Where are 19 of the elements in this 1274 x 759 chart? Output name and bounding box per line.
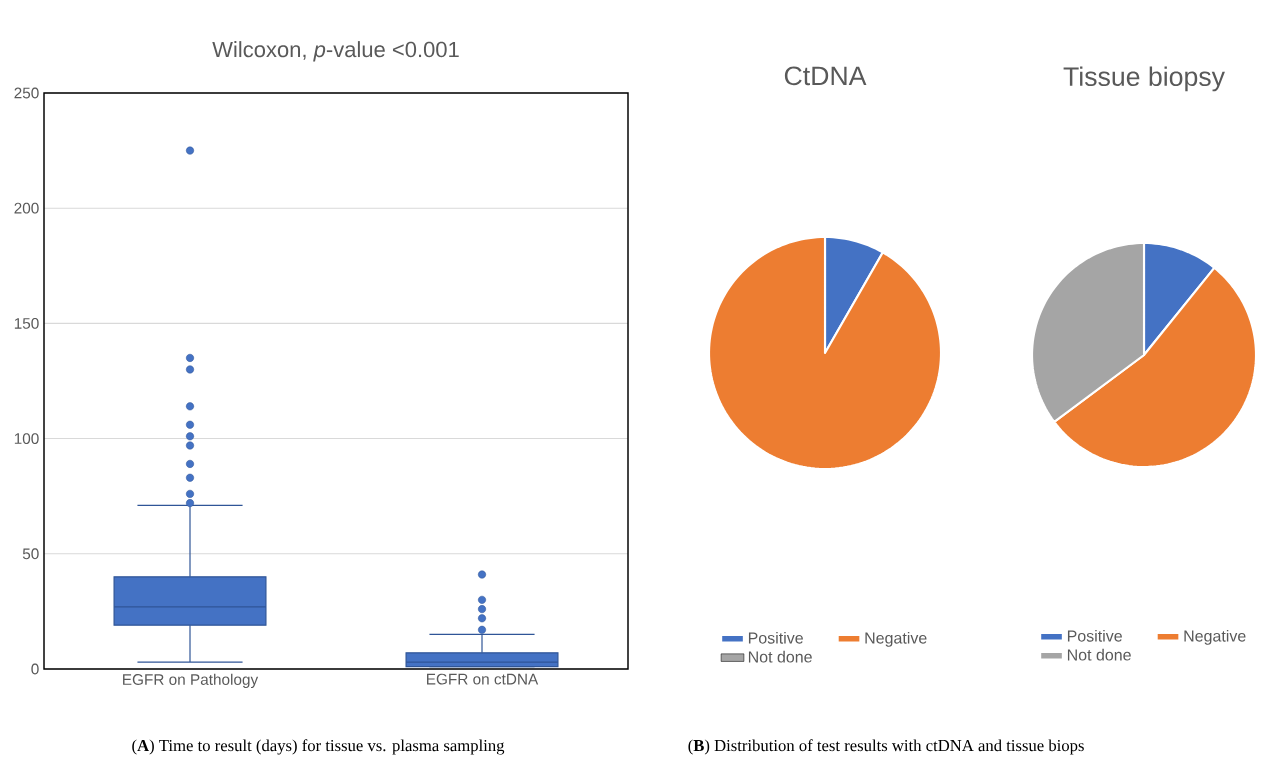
- y-tick-label: 50: [22, 548, 39, 560]
- x-tick-label: EGFR on ctDNA: [427, 673, 539, 685]
- legend-label: Negative: [865, 631, 927, 647]
- text: (A) Time to result (days) for tissue vs. plasma sampling: [132, 739, 505, 755]
- y-tick-label: 150: [14, 317, 39, 329]
- text: (B) Distribution of test results with ctDNA and tissue biops: [688, 739, 1084, 755]
- legend-label: Positive: [1067, 629, 1122, 642]
- chart-title: CtDNA: [784, 66, 867, 86]
- legend-label: Negative: [1184, 629, 1246, 645]
- legend-label: Not done: [1067, 648, 1131, 661]
- y-tick-label: 250: [14, 87, 39, 99]
- y-tick-label: 100: [14, 433, 39, 444]
- chart-title: Wilcoxon, p-value <0.001: [212, 41, 459, 62]
- legend-label: Not done: [748, 650, 812, 663]
- legend-label: Positive: [748, 631, 803, 644]
- x-tick-label: EGFR on Pathology: [123, 673, 259, 688]
- y-tick-label: 200: [14, 202, 39, 214]
- y-tick-label: 0: [31, 663, 39, 675]
- chart-title: Tissue biopsy: [1063, 66, 1225, 92]
